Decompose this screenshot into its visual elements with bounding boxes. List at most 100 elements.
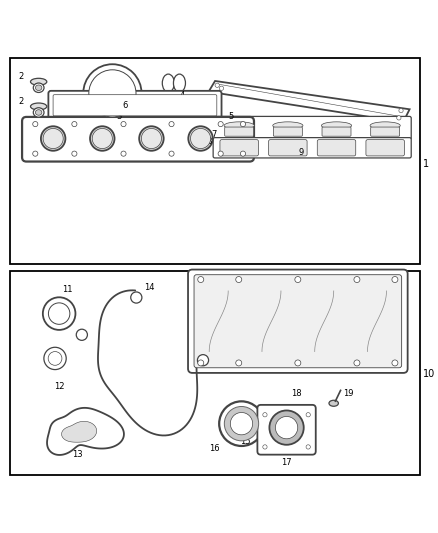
Circle shape	[306, 413, 311, 417]
Circle shape	[276, 416, 298, 439]
Circle shape	[43, 297, 75, 330]
Bar	[10, 59, 420, 264]
Text: 5: 5	[229, 111, 234, 120]
Circle shape	[215, 83, 219, 87]
Circle shape	[392, 360, 398, 366]
Circle shape	[399, 108, 403, 112]
Circle shape	[33, 122, 38, 127]
FancyBboxPatch shape	[366, 140, 404, 156]
Circle shape	[72, 151, 77, 156]
Circle shape	[219, 86, 224, 91]
Text: 18: 18	[292, 389, 302, 398]
Circle shape	[41, 126, 65, 151]
Text: 7: 7	[212, 130, 217, 139]
Circle shape	[72, 122, 77, 127]
Ellipse shape	[273, 122, 303, 130]
Circle shape	[354, 360, 360, 366]
FancyBboxPatch shape	[258, 405, 316, 455]
Circle shape	[43, 128, 63, 149]
Ellipse shape	[162, 74, 174, 92]
Polygon shape	[208, 81, 410, 122]
Circle shape	[83, 64, 141, 123]
Circle shape	[306, 445, 311, 449]
Circle shape	[240, 151, 246, 156]
Circle shape	[224, 407, 259, 441]
Text: 2: 2	[18, 97, 23, 106]
Circle shape	[236, 360, 242, 366]
Text: 8: 8	[207, 138, 212, 147]
Circle shape	[218, 122, 223, 127]
Circle shape	[90, 126, 115, 151]
Circle shape	[92, 128, 112, 149]
Circle shape	[230, 413, 253, 435]
Circle shape	[354, 277, 360, 282]
Text: 13: 13	[72, 450, 83, 459]
Ellipse shape	[173, 74, 185, 92]
Ellipse shape	[321, 122, 352, 130]
Circle shape	[198, 354, 208, 366]
Circle shape	[219, 401, 264, 446]
Text: 10: 10	[423, 369, 435, 379]
Ellipse shape	[33, 108, 44, 117]
Circle shape	[295, 360, 301, 366]
Circle shape	[121, 151, 126, 156]
Circle shape	[295, 277, 301, 282]
FancyBboxPatch shape	[213, 116, 411, 140]
Text: 14: 14	[144, 282, 155, 292]
Text: 15: 15	[240, 438, 251, 447]
Text: 6: 6	[122, 101, 127, 110]
Circle shape	[191, 128, 211, 149]
Ellipse shape	[31, 78, 47, 85]
FancyBboxPatch shape	[273, 127, 302, 136]
FancyBboxPatch shape	[188, 270, 408, 373]
Polygon shape	[47, 408, 124, 455]
Circle shape	[121, 122, 126, 127]
FancyBboxPatch shape	[220, 140, 258, 156]
FancyBboxPatch shape	[53, 95, 217, 116]
Circle shape	[89, 70, 136, 117]
Text: 4: 4	[180, 91, 185, 100]
FancyBboxPatch shape	[213, 138, 411, 158]
FancyBboxPatch shape	[48, 91, 222, 120]
Ellipse shape	[33, 83, 44, 92]
FancyBboxPatch shape	[22, 117, 254, 161]
FancyBboxPatch shape	[322, 127, 351, 136]
Text: 11: 11	[62, 285, 73, 294]
Circle shape	[269, 410, 304, 445]
Circle shape	[218, 151, 223, 156]
Circle shape	[139, 126, 164, 151]
Text: 3: 3	[116, 111, 121, 120]
Circle shape	[169, 151, 174, 156]
FancyBboxPatch shape	[268, 140, 307, 156]
Circle shape	[131, 292, 142, 303]
Circle shape	[49, 303, 70, 324]
Circle shape	[263, 445, 267, 449]
FancyBboxPatch shape	[317, 140, 356, 156]
Circle shape	[240, 122, 246, 127]
FancyBboxPatch shape	[194, 274, 402, 368]
Circle shape	[263, 413, 267, 417]
Circle shape	[141, 128, 162, 149]
Text: 9: 9	[298, 148, 304, 157]
Ellipse shape	[35, 85, 42, 91]
Circle shape	[397, 116, 401, 120]
FancyBboxPatch shape	[225, 127, 254, 136]
Circle shape	[236, 277, 242, 282]
Circle shape	[392, 277, 398, 282]
Circle shape	[76, 329, 88, 341]
Polygon shape	[62, 422, 97, 442]
Bar	[10, 271, 420, 474]
Ellipse shape	[35, 110, 42, 115]
Circle shape	[169, 122, 174, 127]
Circle shape	[44, 348, 66, 369]
Text: 17: 17	[281, 458, 292, 467]
Circle shape	[48, 352, 62, 365]
Ellipse shape	[224, 122, 254, 130]
Text: 12: 12	[54, 383, 64, 391]
Text: 16: 16	[209, 443, 220, 453]
Text: 1: 1	[423, 158, 429, 168]
Circle shape	[33, 151, 38, 156]
Ellipse shape	[329, 400, 339, 406]
Circle shape	[198, 277, 204, 282]
Circle shape	[188, 126, 213, 151]
